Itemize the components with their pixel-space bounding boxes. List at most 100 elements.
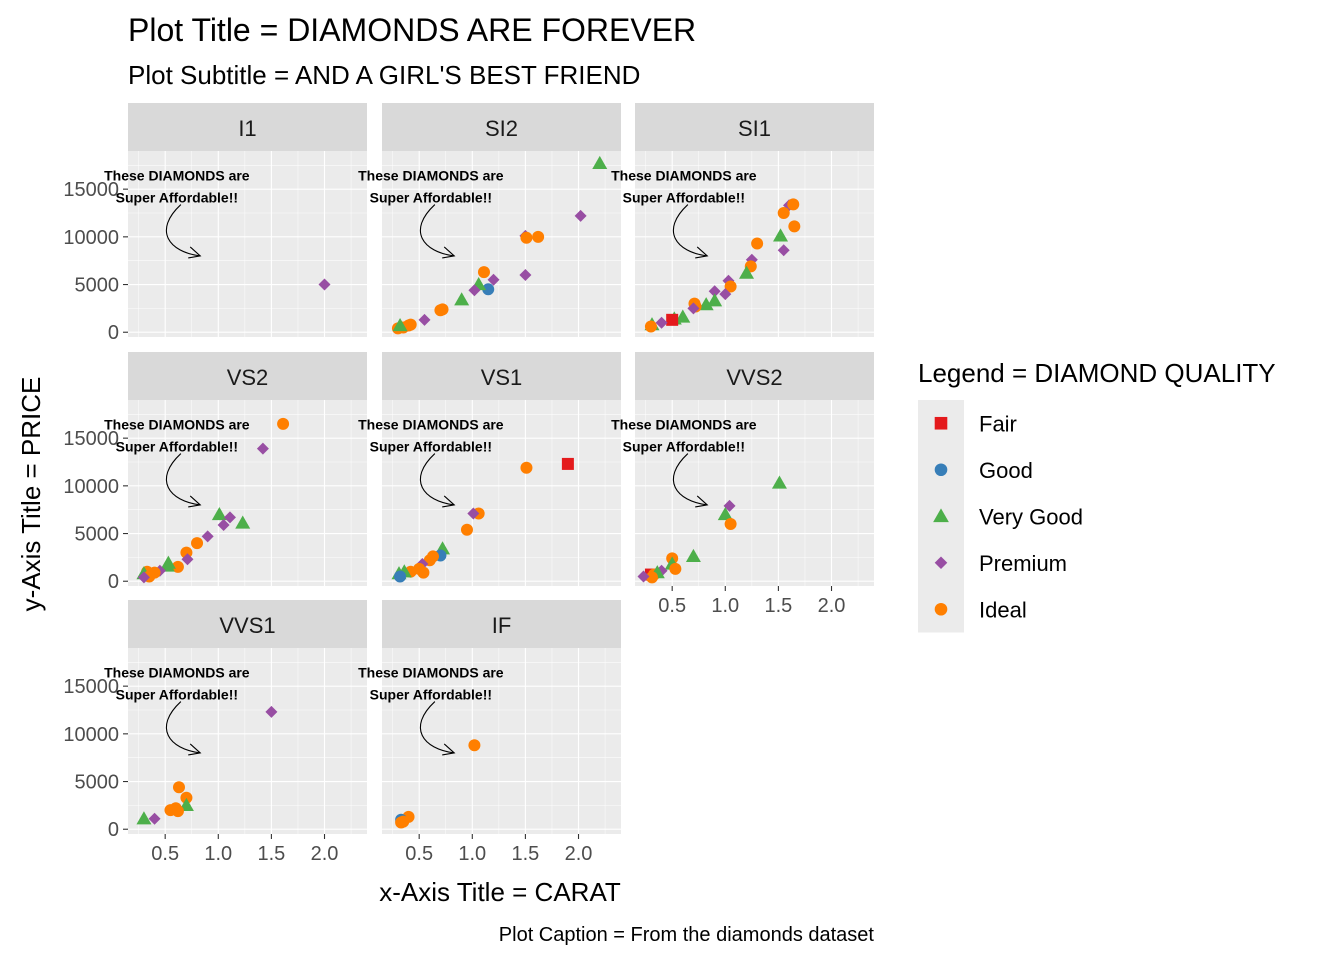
legend-marker bbox=[934, 463, 948, 477]
data-point-ideal bbox=[724, 280, 737, 293]
annotation-arrow bbox=[672, 204, 708, 257]
annotation-text-line1: These DIAMONDS are bbox=[611, 168, 757, 184]
y-tick-label: 5000 bbox=[75, 275, 120, 297]
annotation-arrow bbox=[419, 204, 455, 257]
facet-strip bbox=[128, 103, 367, 151]
facet-strip-label: VS2 bbox=[227, 365, 269, 390]
facet-strip bbox=[128, 600, 367, 648]
data-point-premium bbox=[418, 313, 431, 326]
data-point-ideal bbox=[777, 207, 790, 219]
data-point-premium bbox=[265, 705, 278, 718]
legend-label: Very Good bbox=[979, 504, 1083, 529]
facet-strip-label: VVS2 bbox=[726, 365, 782, 390]
annotation-text-line2: Super Affordable!! bbox=[116, 190, 238, 206]
data-point-very-good bbox=[392, 318, 408, 332]
facet-strip-label: SI2 bbox=[485, 116, 518, 141]
x-tick-label: 0.5 bbox=[405, 843, 433, 865]
chart-caption: Plot Caption = From the diamonds dataset bbox=[499, 924, 875, 946]
x-tick-label: 1.0 bbox=[711, 595, 739, 617]
annotation-text-line1: These DIAMONDS are bbox=[358, 168, 504, 184]
annotation-arrow bbox=[419, 701, 455, 754]
panel-background bbox=[382, 151, 621, 337]
data-point-premium bbox=[148, 812, 161, 825]
x-tick-label: 2.0 bbox=[311, 843, 339, 865]
data-point-ideal bbox=[788, 220, 801, 233]
data-point-premium bbox=[181, 553, 194, 566]
data-point-premium bbox=[723, 499, 736, 512]
data-point-ideal bbox=[644, 320, 657, 333]
data-point-very-good bbox=[773, 228, 789, 242]
data-point-premium bbox=[687, 302, 700, 315]
data-point-very-good bbox=[675, 309, 691, 323]
data-point-ideal bbox=[724, 518, 737, 530]
data-point-ideal bbox=[277, 417, 290, 430]
x-axis-title: x-Axis Title = CARAT bbox=[379, 877, 621, 907]
y-tick-label: 10000 bbox=[63, 724, 119, 746]
data-point-premium bbox=[777, 244, 790, 257]
y-tick-label: 15000 bbox=[63, 676, 119, 698]
annotation-text-line2: Super Affordable!! bbox=[116, 687, 238, 703]
annotation-text-line1: These DIAMONDS are bbox=[358, 417, 504, 433]
data-point-ideal bbox=[669, 562, 682, 575]
facet-strip-label: IF bbox=[492, 613, 512, 638]
facet-strip-label: SI1 bbox=[738, 116, 771, 141]
legend-label: Premium bbox=[979, 551, 1067, 576]
data-point-fair bbox=[561, 457, 574, 470]
data-point-premium bbox=[256, 442, 269, 455]
data-point-ideal bbox=[520, 231, 533, 244]
y-axis-title: y-Axis Title = PRICE bbox=[16, 377, 46, 612]
annotation-text-line2: Super Affordable!! bbox=[623, 439, 745, 455]
data-point-ideal bbox=[171, 805, 184, 818]
data-point-very-good bbox=[739, 265, 755, 279]
data-point-premium bbox=[468, 284, 481, 297]
data-point-premium bbox=[519, 269, 532, 281]
panel-background bbox=[128, 400, 367, 586]
data-point-ideal bbox=[751, 237, 764, 250]
y-tick-label: 5000 bbox=[75, 524, 120, 546]
y-tick-label: 0 bbox=[108, 322, 119, 344]
annotation-arrow bbox=[165, 453, 201, 506]
y-tick-label: 15000 bbox=[63, 428, 119, 450]
data-point-ideal bbox=[477, 266, 490, 279]
facet-panels: I1 These DIAMONDS are Super Affordable!! 0 5… bbox=[63, 103, 874, 865]
data-point-very-good bbox=[771, 475, 787, 489]
x-tick-label: 0.5 bbox=[151, 843, 179, 865]
facet-strip bbox=[128, 352, 367, 400]
annotation-arrowhead bbox=[442, 246, 456, 259]
data-point-premium bbox=[467, 507, 480, 520]
legend-item-fair: Fair bbox=[918, 400, 1017, 447]
data-point-ideal bbox=[468, 739, 481, 752]
facet-strip bbox=[382, 600, 621, 648]
data-point-ideal bbox=[645, 571, 658, 584]
data-point-very-good bbox=[707, 293, 723, 307]
legend-label: Ideal bbox=[979, 597, 1027, 622]
data-point-ideal bbox=[532, 230, 545, 243]
x-tick-label: 1.5 bbox=[257, 843, 285, 865]
data-point-ideal bbox=[395, 816, 408, 829]
data-point-ideal bbox=[520, 461, 533, 474]
data-point-very-good bbox=[592, 155, 608, 170]
panel-background bbox=[382, 400, 621, 586]
x-tick-label: 2.0 bbox=[565, 843, 593, 865]
data-point-ideal bbox=[180, 791, 193, 804]
data-point-ideal bbox=[417, 566, 430, 579]
y-tick-label: 0 bbox=[108, 819, 119, 841]
data-point-ideal bbox=[172, 781, 185, 794]
facet-strip bbox=[382, 352, 621, 400]
annotation-text-line1: These DIAMONDS are bbox=[358, 665, 504, 681]
data-point-premium bbox=[708, 285, 721, 298]
data-point-premium bbox=[217, 518, 230, 531]
panel-background bbox=[128, 151, 367, 337]
panel-background bbox=[128, 648, 367, 834]
y-tick-label: 0 bbox=[108, 571, 119, 593]
data-point-very-good bbox=[159, 558, 175, 572]
facet-panel-si2: SI2 These DIAMONDS are Super Affordable!! bbox=[358, 103, 621, 337]
x-tick-label: 1.5 bbox=[764, 595, 792, 617]
annotation-arrowhead bbox=[695, 495, 709, 508]
facet-panel-if: IF These DIAMONDS are Super Affordable!! 0.… bbox=[358, 600, 621, 865]
facet-strip bbox=[635, 103, 874, 151]
legend-label: Good bbox=[979, 458, 1033, 483]
data-point-very-good bbox=[235, 515, 251, 529]
data-point-premium bbox=[318, 278, 331, 291]
